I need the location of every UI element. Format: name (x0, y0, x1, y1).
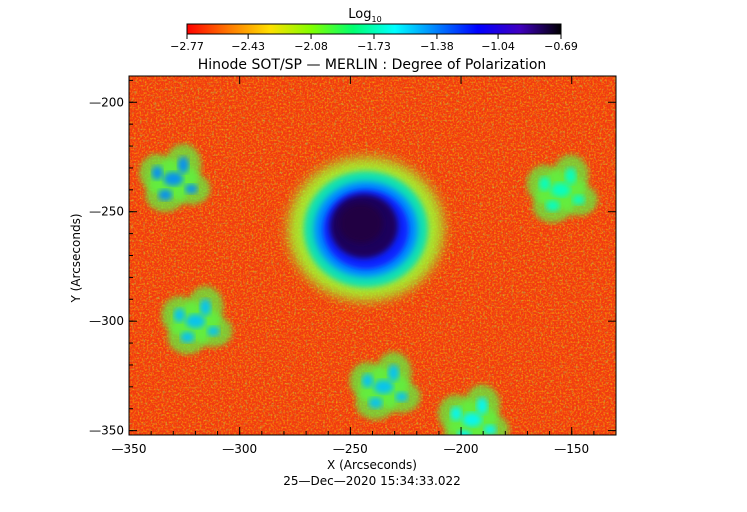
network-patch (349, 351, 421, 420)
colorbar-tick-label: −0.69 (544, 40, 578, 53)
colorbar-tick-label: −1.73 (357, 40, 391, 53)
colorbar-tick-label: −2.77 (170, 40, 204, 53)
colorbar-tick-label: −2.08 (294, 40, 328, 53)
network-patch (438, 384, 510, 435)
chart-title: Hinode SOT/SP — MERLIN : Degree of Polar… (198, 57, 547, 73)
y-axis-ticks: —200 —250 —300 —350 (89, 79, 616, 438)
colorbar-tick-label: −2.43 (231, 40, 265, 53)
y-tick-label: —350 (89, 424, 124, 438)
x-axis-label: X (Arcseconds) (327, 458, 417, 472)
colorbar-tick-label: −1.04 (481, 40, 515, 53)
timestamp: 25—Dec—2020 15:34:33.022 (283, 474, 460, 488)
heatmap-image (129, 76, 616, 435)
x-tick-label: —200 (444, 442, 479, 456)
sunspot-feature (287, 157, 444, 302)
x-tick-label: —150 (554, 442, 589, 456)
colorbar-label: Log10 (348, 7, 381, 24)
network-patch (161, 286, 233, 355)
x-tick-label: —250 (333, 442, 368, 456)
colorbar-ticks: −2.77 −2.43 −2.08 −1.73 −1.38 −1.04 −0.69 (170, 34, 578, 53)
x-tick-label: —350 (112, 442, 147, 456)
network-patch (139, 143, 211, 212)
y-tick-label: —200 (89, 95, 124, 109)
y-tick-label: —300 (89, 314, 124, 328)
y-tick-label: —250 (89, 205, 124, 219)
colorbar-tick-label: −1.38 (420, 40, 454, 53)
network-patch (526, 154, 598, 223)
colorbar (186, 23, 562, 35)
x-tick-label: —300 (222, 442, 257, 456)
x-axis-ticks: —350 —300 —250 —200 —150 (112, 76, 617, 456)
y-axis-label: Y (Arcseconds) (69, 213, 83, 303)
heatmap-features (139, 143, 598, 435)
